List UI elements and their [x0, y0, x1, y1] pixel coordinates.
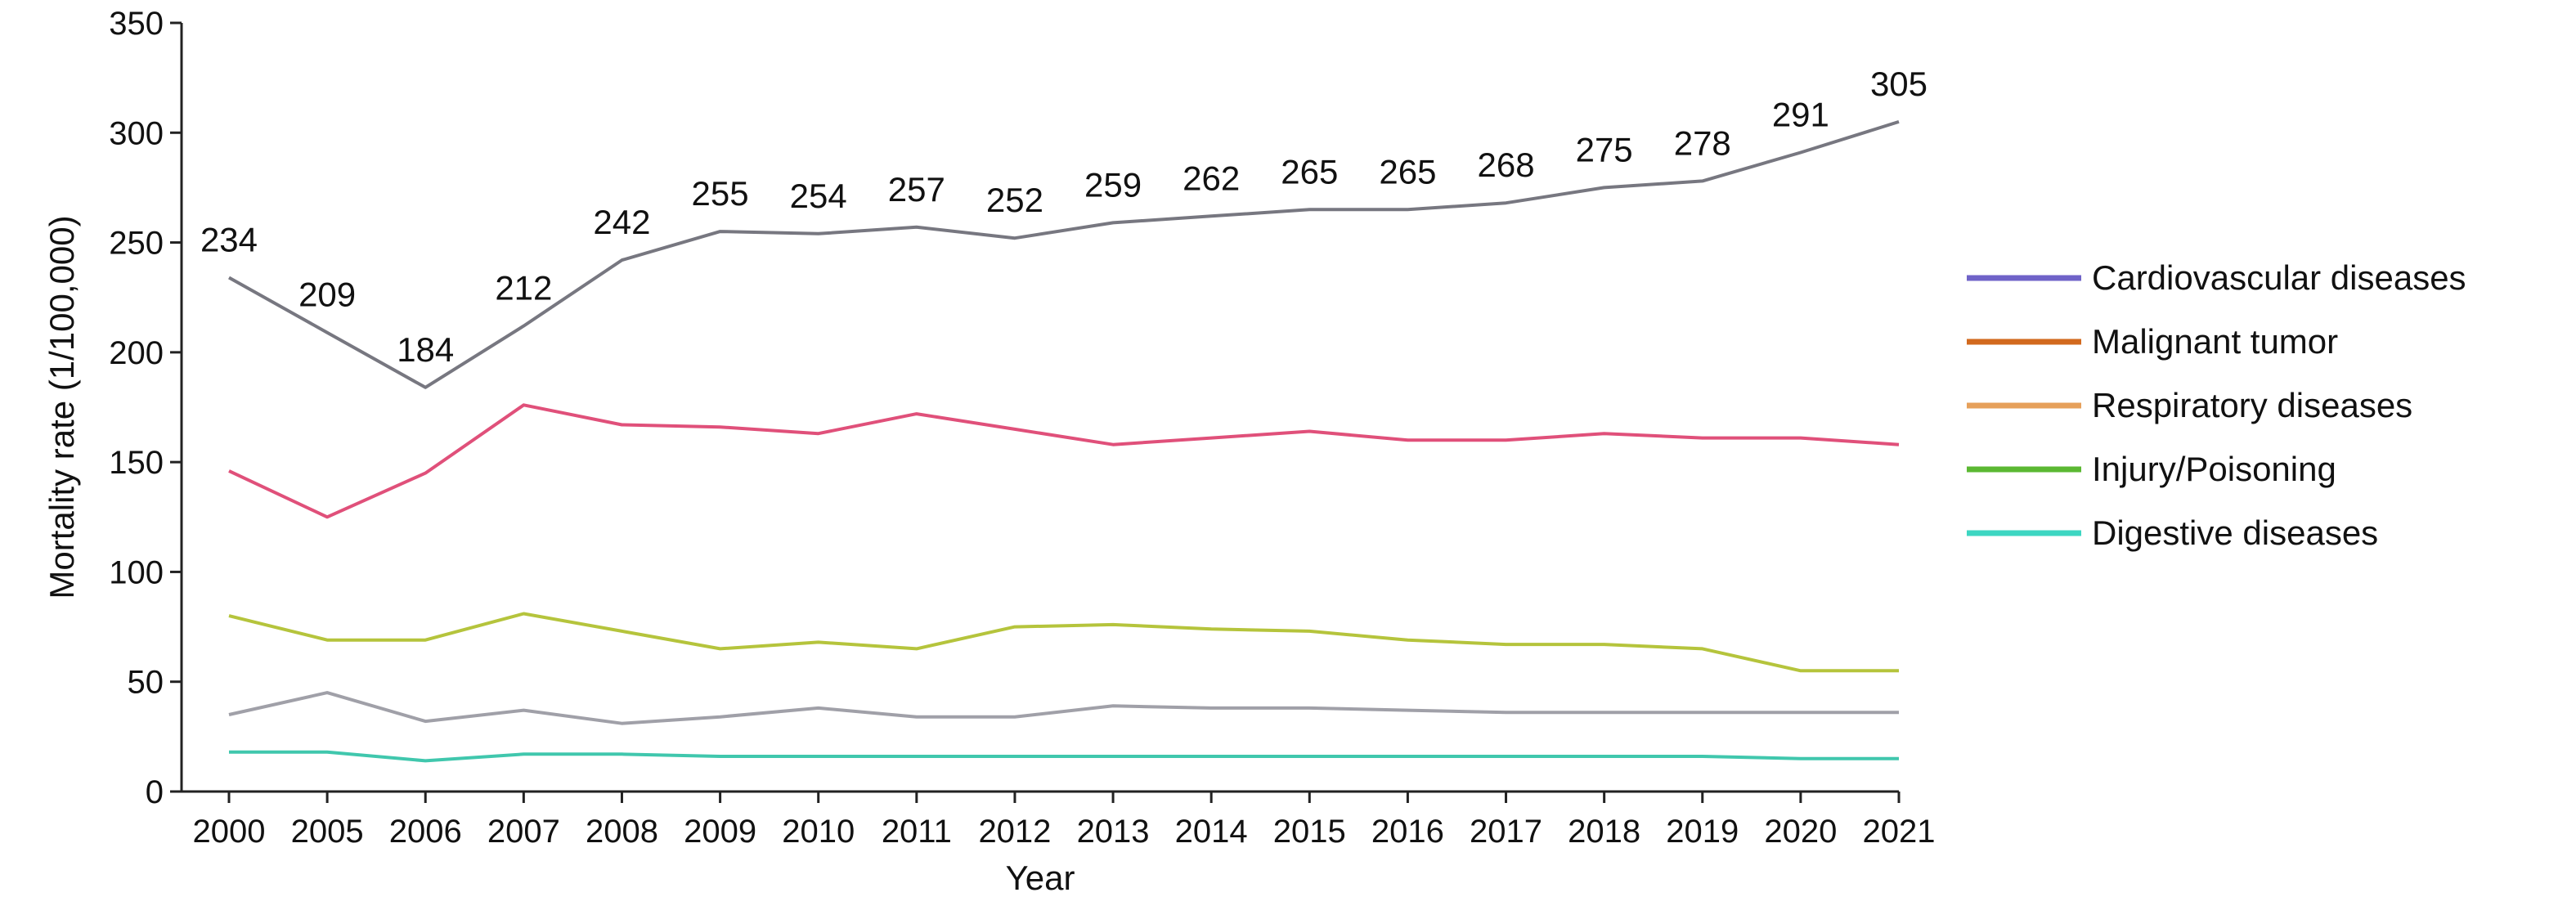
- y-tick-label: 50: [128, 665, 164, 701]
- data-label: 234: [200, 221, 258, 259]
- y-tick-label: 200: [109, 335, 164, 371]
- x-tick-label: 2006: [389, 814, 462, 850]
- data-label: 242: [593, 203, 650, 241]
- y-tick-label: 100: [109, 554, 164, 590]
- x-tick-label: 2015: [1273, 814, 1346, 850]
- series-line-respiratory-diseases: [228, 612, 1899, 673]
- legend-label: Digestive diseases: [2092, 514, 2378, 552]
- series-line-injury-poisoning: [228, 691, 1899, 725]
- legend-label: Cardiovascular diseases: [2092, 258, 2466, 297]
- x-tick-label: 2009: [684, 814, 756, 850]
- data-label: 265: [1281, 152, 1338, 191]
- data-label: 305: [1870, 65, 1928, 103]
- y-ticks: 0 50 100 150 200 250 300 350: [109, 6, 182, 810]
- y-tick-label: 350: [109, 6, 164, 42]
- y-axis-title: Mortality rate (1/100,000): [43, 215, 81, 599]
- x-tick-label: 2020: [1764, 814, 1837, 850]
- data-label: 254: [790, 177, 847, 215]
- x-tick-label: 2016: [1371, 814, 1444, 850]
- data-label: 209: [298, 276, 356, 314]
- data-label: 291: [1772, 95, 1829, 133]
- data-label: 262: [1183, 159, 1240, 197]
- x-tick-label: 2019: [1666, 814, 1739, 850]
- data-label: 257: [888, 170, 945, 209]
- x-tick-label: 2005: [291, 814, 364, 850]
- series-lines: [228, 119, 1900, 763]
- data-label: 184: [397, 330, 454, 369]
- x-ticks: 2000 2005 2006 2007 2008 2009 2010 2011 2012 2013…: [193, 792, 1936, 850]
- x-tick-label: 2012: [978, 814, 1051, 850]
- series-line-digestive-diseases: [229, 750, 1899, 763]
- x-tick-label: 2014: [1175, 814, 1248, 850]
- x-tick-label: 2000: [193, 814, 266, 850]
- legend-label: Respiratory diseases: [2092, 386, 2412, 424]
- value-labels: 234 209 184 212 242 255 254 257 252 259 262 265 265 2…: [200, 65, 1928, 369]
- data-label: 259: [1084, 165, 1142, 204]
- x-axis-title: Year: [1006, 859, 1075, 897]
- x-tick-label: 2021: [1863, 814, 1936, 850]
- legend-label: Injury/Poisoning: [2092, 450, 2336, 488]
- legend-label: Malignant tumor: [2092, 322, 2338, 361]
- x-tick-label: 2013: [1077, 814, 1150, 850]
- data-label: 278: [1674, 123, 1731, 162]
- x-tick-label: 2008: [586, 814, 658, 850]
- x-tick-label: 2018: [1568, 814, 1640, 850]
- y-tick-label: 150: [109, 445, 164, 481]
- x-tick-label: 2007: [487, 814, 560, 850]
- series-line-malignant-tumor: [228, 403, 1900, 519]
- data-label: 275: [1576, 130, 1633, 168]
- y-tick-label: 250: [109, 226, 164, 262]
- y-tick-label: 300: [109, 115, 164, 151]
- data-label: 255: [692, 174, 749, 213]
- data-label: 265: [1379, 152, 1436, 191]
- data-label: 212: [495, 269, 552, 307]
- series-line-cardiovascular-diseases: [228, 119, 1900, 389]
- axes: [180, 23, 1899, 793]
- x-tick-label: 2011: [882, 814, 952, 850]
- legend: Cardiovascular diseases Malignant tumor Re…: [1967, 258, 2466, 552]
- data-label: 252: [986, 181, 1043, 219]
- x-tick-label: 2010: [782, 814, 855, 850]
- x-tick-label: 2017: [1470, 814, 1542, 850]
- data-label: 268: [1477, 146, 1534, 184]
- y-tick-label: 0: [146, 774, 164, 810]
